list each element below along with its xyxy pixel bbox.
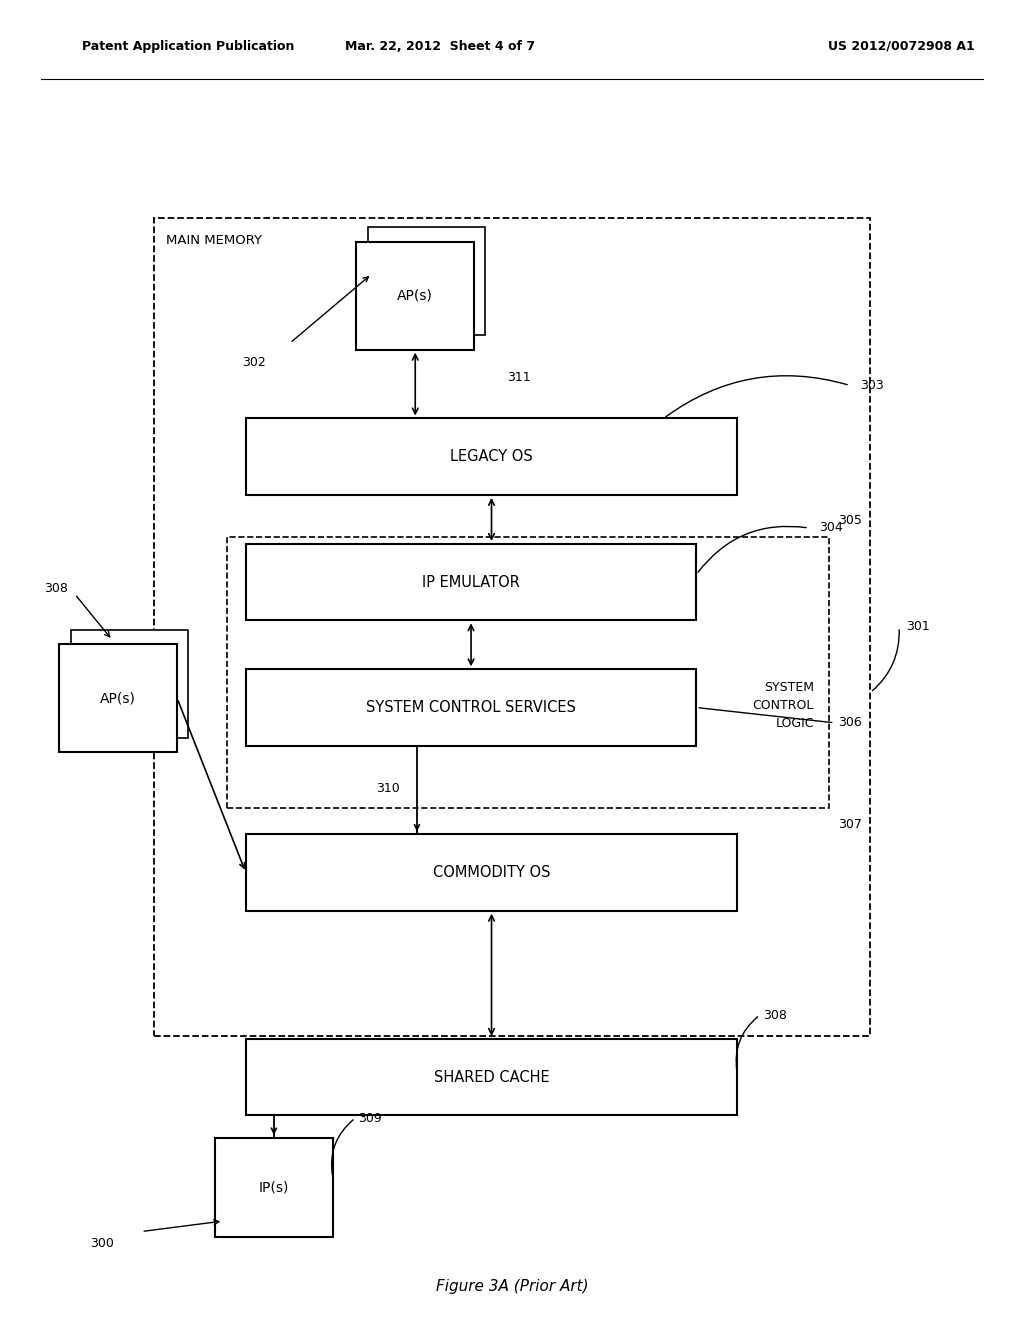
Text: SYSTEM CONTROL SERVICES: SYSTEM CONTROL SERVICES: [367, 700, 575, 715]
FancyBboxPatch shape: [246, 834, 737, 911]
Text: AP(s): AP(s): [397, 289, 433, 302]
FancyBboxPatch shape: [71, 630, 188, 738]
FancyBboxPatch shape: [246, 669, 696, 746]
FancyBboxPatch shape: [246, 1039, 737, 1115]
Text: 306: 306: [838, 717, 861, 730]
Text: COMMODITY OS: COMMODITY OS: [433, 865, 550, 880]
FancyBboxPatch shape: [227, 537, 829, 808]
Text: 303: 303: [860, 379, 884, 392]
Text: 307: 307: [838, 818, 861, 832]
Text: 310: 310: [377, 781, 400, 795]
Text: 300: 300: [90, 1237, 115, 1250]
Text: AP(s): AP(s): [100, 692, 136, 705]
Text: MAIN MEMORY: MAIN MEMORY: [166, 234, 262, 247]
FancyBboxPatch shape: [356, 242, 474, 350]
FancyBboxPatch shape: [246, 418, 737, 495]
FancyBboxPatch shape: [215, 1138, 333, 1237]
Text: 311: 311: [507, 371, 531, 384]
Text: LEGACY OS: LEGACY OS: [451, 449, 532, 465]
Text: IP EMULATOR: IP EMULATOR: [422, 574, 520, 590]
Text: 308: 308: [44, 582, 68, 595]
FancyBboxPatch shape: [154, 218, 870, 1036]
Text: IP(s): IP(s): [259, 1180, 289, 1195]
Text: US 2012/0072908 A1: US 2012/0072908 A1: [827, 40, 975, 53]
Text: 301: 301: [906, 620, 930, 634]
FancyBboxPatch shape: [246, 544, 696, 620]
Text: 309: 309: [358, 1111, 382, 1125]
Text: SHARED CACHE: SHARED CACHE: [434, 1069, 549, 1085]
Text: 305: 305: [838, 513, 861, 527]
Text: 308: 308: [763, 1008, 786, 1022]
Text: Figure 3A (Prior Art): Figure 3A (Prior Art): [435, 1279, 589, 1295]
Text: Mar. 22, 2012  Sheet 4 of 7: Mar. 22, 2012 Sheet 4 of 7: [345, 40, 536, 53]
Text: Patent Application Publication: Patent Application Publication: [82, 40, 294, 53]
Text: 302: 302: [242, 356, 266, 370]
Text: 304: 304: [819, 521, 843, 535]
FancyBboxPatch shape: [368, 227, 485, 335]
Text: SYSTEM
CONTROL
LOGIC: SYSTEM CONTROL LOGIC: [753, 681, 814, 730]
FancyBboxPatch shape: [59, 644, 177, 752]
